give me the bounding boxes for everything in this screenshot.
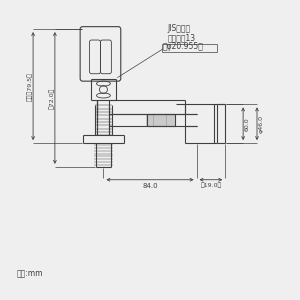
Text: 取付ねじ13: 取付ねじ13 bbox=[168, 33, 196, 42]
Text: （最大79.5）: （最大79.5） bbox=[27, 72, 33, 101]
Text: 単位:mm: 単位:mm bbox=[16, 270, 43, 279]
Text: （19.0）: （19.0） bbox=[200, 183, 222, 188]
Text: 60.0: 60.0 bbox=[244, 117, 250, 130]
Text: （φ20.955）: （φ20.955） bbox=[163, 42, 204, 51]
Text: JIS給水栓: JIS給水栓 bbox=[168, 24, 191, 33]
Text: （72.0）: （72.0） bbox=[49, 87, 55, 109]
Text: φ46.0: φ46.0 bbox=[259, 115, 263, 133]
Text: 84.0: 84.0 bbox=[142, 183, 158, 189]
